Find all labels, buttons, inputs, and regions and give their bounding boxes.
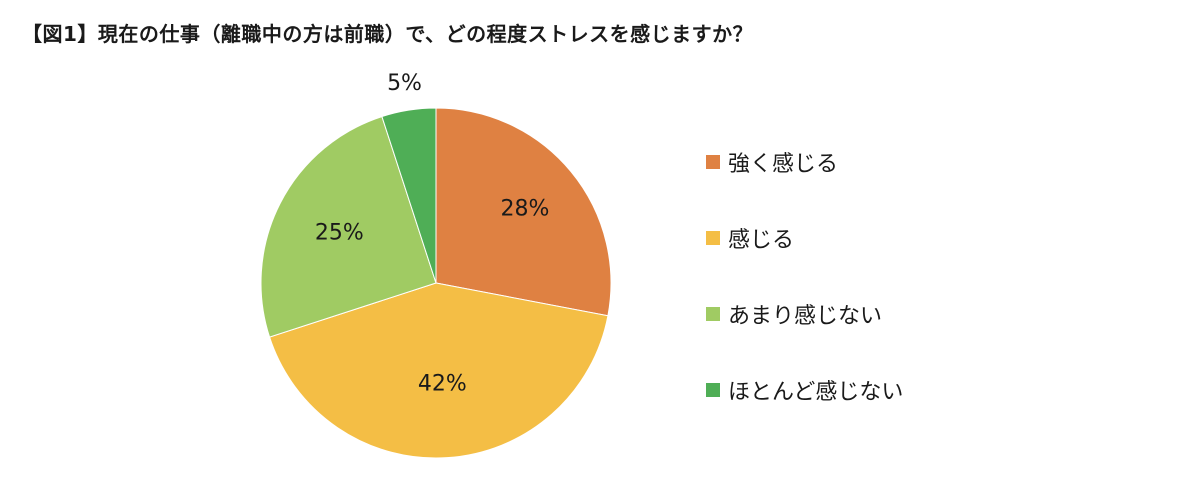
- pie-label-strong: 28%: [501, 196, 550, 221]
- legend-label-feel: 感じる: [728, 228, 795, 253]
- chart-title: 【図1】現在の仕事（離職中の方は前職）で、どの程度ストレスを感じますか？: [22, 22, 754, 46]
- pie-label-feel: 42%: [418, 371, 467, 396]
- pie-slice-little: [260, 115, 437, 338]
- legend-label-hardly: ほとんど感じない: [728, 380, 904, 405]
- pie-slice-feel: [268, 282, 609, 459]
- legend-swatch-little: [706, 307, 720, 321]
- legend-item-strong: 強く感じる: [706, 145, 838, 179]
- pie-label-hardly: 5%: [387, 71, 422, 96]
- legend-swatch-strong: [706, 155, 720, 169]
- legend-item-feel: 感じる: [706, 221, 794, 255]
- legend-item-hardly: ほとんど感じない: [706, 373, 903, 407]
- pie-slice-strong: [435, 107, 612, 317]
- legend-item-little: あまり感じない: [706, 297, 882, 331]
- pie-label-little: 25%: [315, 221, 364, 246]
- legend-label-strong: 強く感じる: [728, 152, 839, 177]
- legend-label-little: あまり感じない: [728, 304, 883, 329]
- pie-slice-hardly: [381, 107, 437, 284]
- legend-swatch-feel: [706, 231, 720, 245]
- legend-swatch-hardly: [706, 383, 720, 397]
